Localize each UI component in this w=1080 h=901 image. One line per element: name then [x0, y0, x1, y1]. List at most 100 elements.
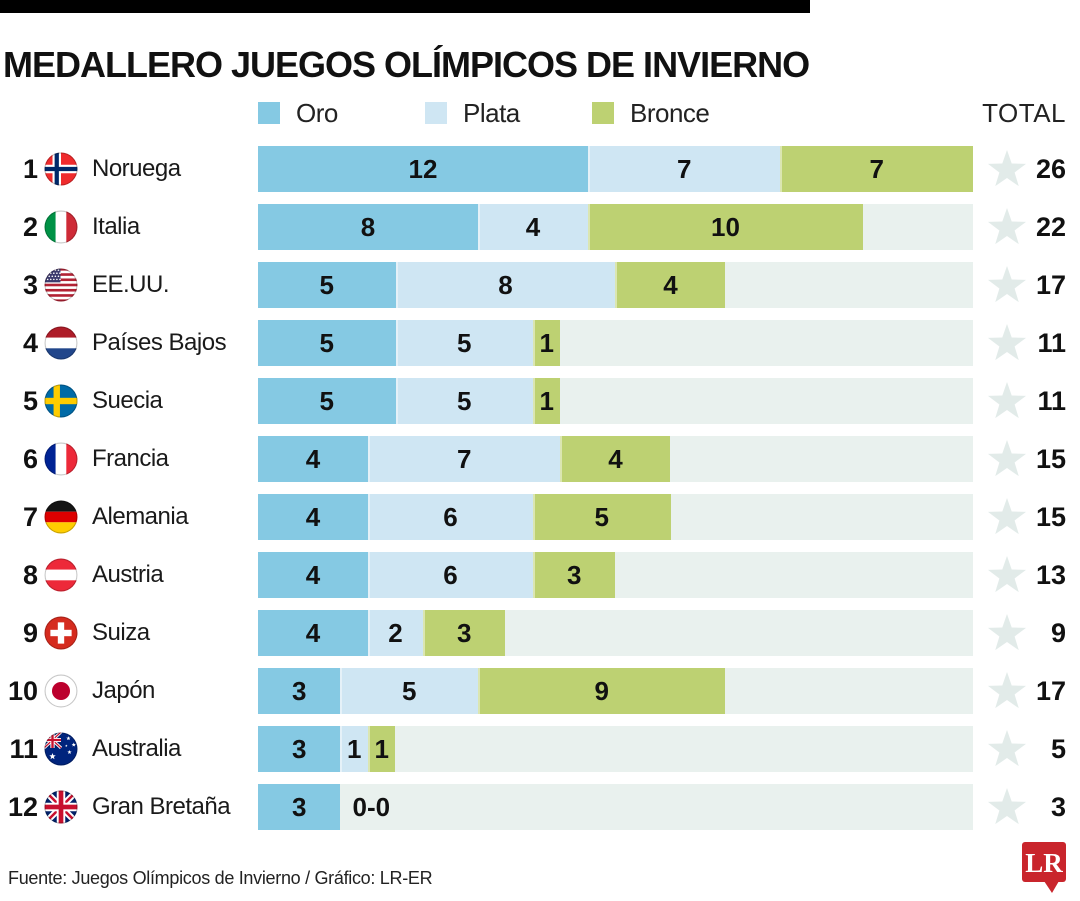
table-row: 5 Suecia 5 5 1 11	[0, 372, 1080, 430]
medal-bar-track: 5 5 1	[258, 378, 973, 424]
oro-count: 3	[292, 675, 307, 706]
country-name: Países Bajos	[92, 329, 227, 356]
country-name: Suiza	[92, 619, 150, 646]
total-cell: 15	[973, 439, 1080, 479]
legend-label: Plata	[463, 97, 520, 128]
rank-label: 5	[22, 385, 38, 416]
oro-count: 8	[360, 211, 376, 242]
bronce-segment: 4	[560, 436, 671, 482]
medal-bar-track: 4 6 3	[258, 552, 973, 598]
rank-label: 1	[22, 153, 38, 184]
oro-segment: 5	[258, 262, 396, 308]
medal-table: 1 Noruega 12 7 7 26 2 Italia 8 4 10 22 3 EE.…	[0, 140, 1080, 836]
total-value: 5	[1050, 733, 1066, 764]
zero-medals-label: 0-0	[352, 791, 391, 822]
table-row: 2 Italia 8 4 10 22	[0, 198, 1080, 256]
legend-item: Bronce	[592, 98, 710, 129]
total-value: 13	[1035, 559, 1066, 590]
total-cell: 3	[973, 787, 1080, 827]
table-row: 12 Gran Bretaña 3 0-0 3	[0, 778, 1080, 836]
oro-count: 4	[305, 501, 321, 532]
star-icon	[986, 671, 1028, 711]
legend-item: Oro	[258, 98, 425, 129]
table-row: 3 EE.UU. 5 8 4 17	[0, 256, 1080, 314]
oro-count: 12	[408, 153, 438, 184]
plata-segment: 5	[340, 668, 478, 714]
bronce-segment: 5	[533, 494, 671, 540]
medal-bar-track: 4 2 3	[258, 610, 973, 656]
rank-label: 4	[22, 327, 38, 358]
table-row: 9 Suiza 4 2 3 9	[0, 604, 1080, 662]
star-icon	[986, 555, 1028, 595]
total-cell: 5	[973, 729, 1080, 769]
oro-segment: 4	[258, 552, 368, 598]
bronce-count: 7	[869, 153, 884, 184]
page-title: MEDALLERO JUEGOS OLÍMPICOS DE INVIERNO	[3, 44, 810, 86]
bronce-count: 9	[594, 675, 609, 706]
country-name: Austria	[92, 561, 164, 588]
country-name: EE.UU.	[92, 271, 170, 298]
total-cell: 9	[973, 613, 1080, 653]
star-icon	[986, 439, 1028, 479]
plata-count: 8	[498, 269, 513, 300]
medal-bar-track: 3 0-0	[258, 784, 973, 830]
rank-label: 9	[22, 617, 38, 648]
plata-count: 5	[457, 385, 472, 416]
star-icon	[986, 265, 1028, 305]
bronce-count: 1	[374, 733, 389, 764]
lr-logo: LR	[1020, 840, 1068, 901]
oro-segment: 4	[258, 436, 368, 482]
total-cell: 13	[973, 555, 1080, 595]
bronce-count: 5	[594, 501, 609, 532]
total-cell: 17	[973, 265, 1080, 305]
rank-label: 7	[22, 501, 38, 532]
flag-austria-icon	[44, 558, 78, 592]
rank-label: 6	[22, 443, 38, 474]
bronce-count: 3	[456, 617, 472, 648]
bronce-segment: 1	[533, 320, 561, 366]
oro-swatch-icon	[258, 102, 280, 124]
plata-segment: 5	[395, 378, 533, 424]
oro-segment: 3	[258, 784, 341, 830]
oro-segment: 4	[258, 610, 368, 656]
plata-segment: 7	[368, 436, 561, 482]
total-value: 3	[1050, 791, 1066, 822]
rank-label: 11	[9, 733, 38, 764]
total-cell: 11	[973, 381, 1080, 421]
oro-count: 5	[319, 385, 334, 416]
legend: Oro Plata Bronce TOTAL	[0, 98, 1080, 128]
total-value: 11	[1037, 327, 1066, 358]
table-row: 10 Japón 3 5 9 17	[0, 662, 1080, 720]
plata-count: 7	[457, 443, 472, 474]
rank-label: 8	[22, 559, 38, 590]
bronce-swatch-icon	[592, 102, 614, 124]
rank-label: 12	[7, 791, 38, 822]
total-value: 9	[1050, 617, 1066, 648]
flag-australia-icon	[44, 732, 78, 766]
oro-segment: 5	[258, 378, 396, 424]
star-icon	[986, 787, 1028, 827]
total-value: 15	[1035, 443, 1066, 474]
country-name: Suecia	[92, 387, 163, 414]
oro-segment: 3	[258, 668, 341, 714]
medal-bar-track: 8 4 10	[258, 204, 973, 250]
country-name: Japón	[92, 677, 155, 704]
total-value: 22	[1035, 211, 1066, 242]
plata-swatch-icon	[425, 102, 447, 124]
oro-count: 5	[319, 327, 334, 358]
flag-japan-icon	[44, 674, 78, 708]
country-name: Gran Bretaña	[92, 793, 231, 820]
rank-label: 2	[22, 211, 38, 242]
plata-segment: 4	[477, 204, 588, 250]
bronce-count: 4	[608, 443, 623, 474]
total-cell: 11	[973, 323, 1080, 363]
medal-bar-track: 12 7 7	[258, 146, 973, 192]
total-value: 11	[1037, 385, 1066, 416]
star-icon	[986, 729, 1028, 769]
oro-count: 4	[305, 443, 321, 474]
flag-france-icon	[44, 442, 78, 476]
medal-bar-track: 5 8 4	[258, 262, 973, 308]
flag-norway-icon	[44, 152, 78, 186]
plata-segment: 1	[340, 726, 368, 772]
